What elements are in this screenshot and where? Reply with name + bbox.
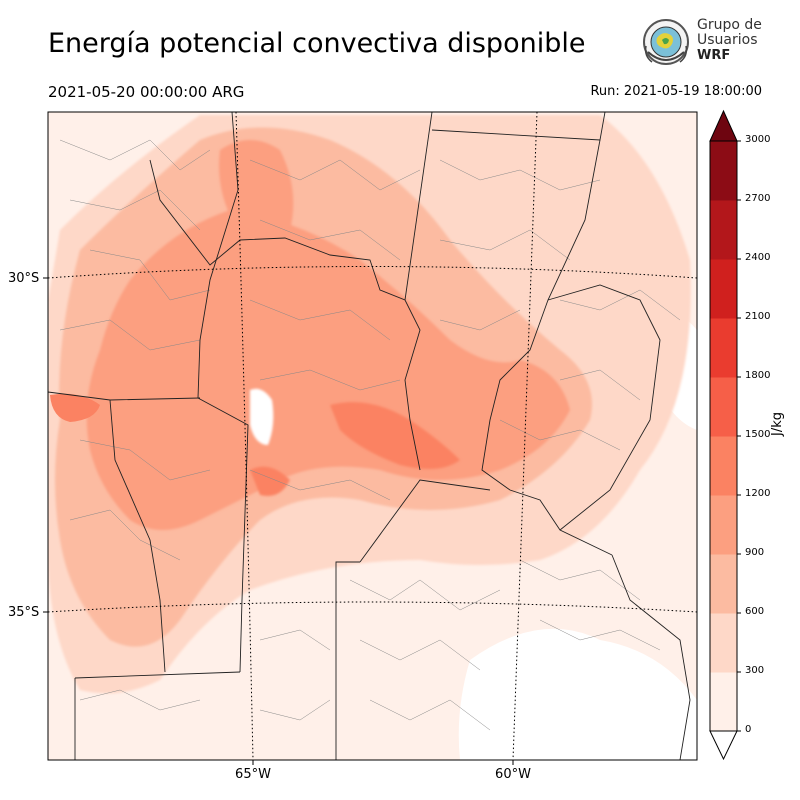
meridian-60w — [512, 112, 538, 760]
logo-text: Grupo de Usuarios WRF — [697, 17, 762, 64]
globe-icon — [643, 19, 689, 65]
parallel-35s — [48, 601, 697, 613]
colorbar-unit: J/kg — [770, 412, 785, 436]
lat-label-35s: 35°S — [8, 605, 40, 620]
colorbar-segment — [710, 259, 737, 319]
colorbar-tick-label: 0 — [745, 724, 752, 735]
colorbar-segment — [710, 672, 737, 732]
colorbar-segment — [710, 436, 737, 496]
colorbar-segment — [710, 613, 737, 673]
lat-label-30s: 30°S — [8, 271, 40, 286]
valid-time: 2021-05-20 00:00:00 ARG — [48, 83, 245, 101]
lon-label-65w: 65°W — [235, 767, 271, 782]
colorbar-segment — [710, 200, 737, 260]
meridian-65w — [235, 112, 254, 760]
colorbar-tick-label: 600 — [745, 606, 765, 617]
low-cape-central — [250, 388, 274, 445]
parallel-30s — [48, 266, 697, 279]
colorbar-extend-max — [709, 109, 738, 142]
colorbar-tick-label: 2100 — [745, 311, 771, 322]
low-cape-southeast — [458, 628, 697, 760]
colorbar-tick-label: 2400 — [745, 252, 771, 263]
map-frame — [47, 111, 698, 761]
graticule — [48, 112, 697, 760]
cape-level-900-north — [219, 140, 294, 234]
colorbar-tick-label: 1800 — [745, 370, 771, 381]
colorbar-segment — [710, 141, 737, 201]
colorbar-tick-label: 3000 — [745, 134, 771, 145]
colorbar-tick-label: 2700 — [745, 193, 771, 204]
department-lines — [59, 139, 681, 731]
colorbar-tick-label: 900 — [745, 547, 765, 558]
colorbar-segment — [710, 554, 737, 614]
colorbar-segment — [710, 495, 737, 555]
colorbar-tick-label: 1200 — [745, 488, 771, 499]
lon-label-60w: 60°W — [495, 767, 531, 782]
cape-level-1200-central — [330, 402, 460, 469]
colorbar-segment — [710, 318, 737, 378]
wrf-logo: Grupo de Usuarios WRF — [638, 16, 763, 76]
colorbar-segment — [710, 377, 737, 437]
run-time: Run: 2021-05-19 18:00:00 — [590, 84, 762, 99]
colorbar-extend-min — [709, 730, 738, 761]
map-title: Energía potencial convectiva disponible — [48, 28, 586, 59]
colorbar-tick-label: 300 — [745, 665, 765, 676]
colorbar-tick-label: 1500 — [745, 429, 771, 440]
boundaries — [48, 112, 691, 760]
logo-line1: Grupo de — [697, 17, 762, 33]
province-lines — [48, 112, 691, 760]
logo-line2: Usuarios — [697, 32, 758, 48]
cape-field — [48, 112, 697, 760]
logo-line3: WRF — [697, 48, 731, 63]
cape-level-1200-west — [50, 393, 100, 422]
colorbar — [709, 109, 741, 761]
